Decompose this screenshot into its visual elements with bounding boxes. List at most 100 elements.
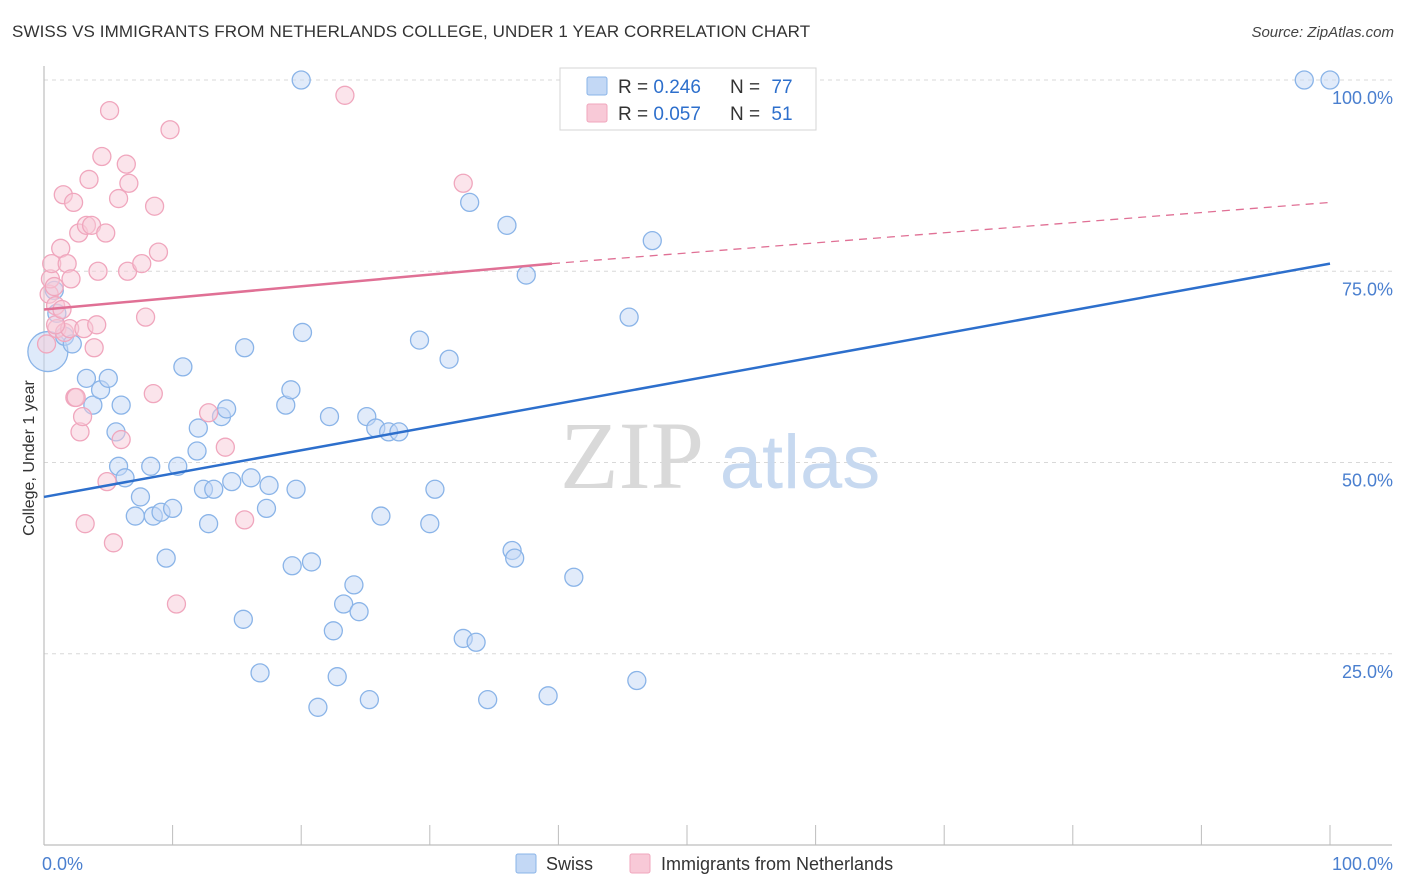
swiss-trend-line [43,262,1331,499]
swiss-point [333,594,354,614]
swiss-point [125,506,145,526]
netherlands-point [75,514,95,534]
swiss-point [204,479,224,499]
netherlands-point [135,307,156,327]
swiss-point [425,479,445,499]
netherlands-point [44,276,64,297]
netherlands-point [99,100,120,121]
netherlands-point [96,223,116,243]
swiss-point [497,215,517,236]
swiss-point [505,548,525,568]
y-tick-label: 100.0% [1332,88,1393,108]
swiss-point [323,621,344,641]
watermark-atlas: atlas [720,420,881,505]
stats-n-label-swiss: N = [730,77,765,98]
x-tick-label: 100.0% [1332,854,1393,874]
swiss-point [371,506,391,526]
netherlands-point [234,510,255,530]
netherlands-point [66,387,86,408]
netherlands-point [198,403,219,423]
netherlands-point [160,120,180,140]
swiss-point [250,663,270,683]
swiss-point [173,357,193,377]
swiss-point [76,368,97,389]
netherlands-point [92,146,112,167]
swiss-point [259,475,279,496]
netherlands-point [61,269,81,289]
swiss-point [292,322,313,343]
netherlands-point [119,173,139,193]
swiss-point [466,632,486,652]
netherlands-trend-line [43,262,553,311]
y-tick-label: 50.0% [1342,471,1393,491]
netherlands-point [72,406,93,427]
swiss-point [420,514,440,534]
netherlands-point [63,192,84,213]
svg-text:R = 0.057: R = 0.057 [618,104,701,125]
swiss-point [286,479,306,499]
legend-label-netherlands[interactable]: Immigrants from Netherlands [661,854,893,874]
swiss-point [222,471,242,492]
swiss-point [188,418,208,438]
stats-n-value-netherlands: 51 [771,104,792,125]
netherlands-point [79,169,99,190]
netherlands-point [148,242,169,262]
y-axis-label: College, Under 1 year [21,380,38,536]
series-legend: Swiss Immigrants from Netherlands [515,853,893,874]
legend-swatch-swiss[interactable] [515,853,537,874]
swiss-point [130,487,151,507]
netherlands-point [144,196,165,216]
swiss-point [233,609,253,629]
grid-lines [44,79,1392,655]
netherlands-point [84,338,104,358]
x-tick-label: 0.0% [42,854,83,874]
data-points [27,70,1340,717]
legend-label-swiss[interactable]: Swiss [546,854,593,874]
stats-n-label-netherlands: N = [730,104,765,125]
swiss-point [1320,70,1340,90]
swiss-point [319,406,340,427]
watermark-zip: ZIP [560,402,704,509]
swiss-point [516,265,536,285]
stats-r-value-netherlands: 0.057 [653,104,701,125]
swiss-point [627,670,647,691]
swiss-point [619,307,639,327]
svg-text:R = 0.246: R = 0.246 [618,77,701,98]
netherlands-point [143,383,163,404]
trend-lines [43,201,1331,499]
swiss-point [156,548,176,568]
swiss-point [282,556,302,576]
swiss-point [327,667,347,687]
swiss-point [344,575,364,595]
svg-text:N = 51: N = 51 [730,104,793,125]
swiss-point [187,441,207,461]
swiss-point [162,498,183,519]
swiss-point [1294,70,1314,90]
netherlands-point [36,334,57,354]
stats-swatch-netherlands [586,103,608,123]
swiss-point [439,349,459,369]
swiss-point [98,368,118,389]
swiss-point [256,498,277,519]
swiss-point [538,686,558,706]
netherlands-point [97,471,117,492]
y-tick-label: 25.0% [1342,662,1393,682]
chart-source: Source: ZipAtlas.com [1251,24,1394,41]
netherlands-point [111,429,131,450]
swiss-point [234,338,255,358]
swiss-point [564,567,584,587]
netherlands-point [215,437,235,457]
swiss-point [409,330,430,350]
netherlands-point [87,315,107,335]
stats-r-label-netherlands: R = [618,104,653,125]
swiss-point [198,514,219,534]
axes [43,66,1392,846]
swiss-point [301,552,322,572]
netherlands-point [116,154,136,174]
legend-swatch-netherlands[interactable] [629,853,651,874]
netherlands-point [88,261,108,281]
swiss-point [281,380,301,400]
stats-swatch-swiss [586,76,608,96]
stats-n-value-swiss: 77 [771,77,792,98]
